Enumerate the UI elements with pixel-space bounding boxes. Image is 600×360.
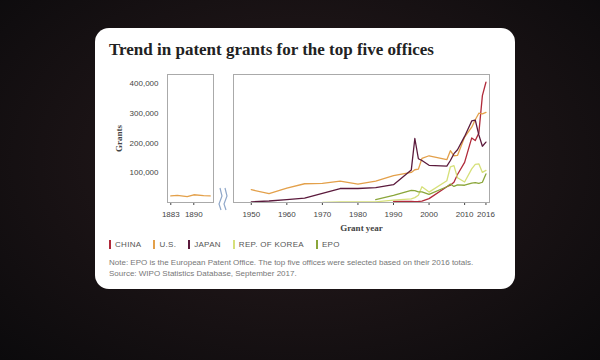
svg-text:2016: 2016 [477, 210, 495, 219]
html-text:CHINA: CHINA [115, 240, 142, 249]
html-text:U.S.: U.S. [159, 240, 177, 249]
html-text:EPO: EPO [322, 240, 340, 249]
svg-text:1950: 1950 [242, 210, 260, 219]
svg-text:1990: 1990 [385, 210, 403, 219]
svg-text:Grant year: Grant year [340, 223, 383, 233]
svg-text:2000: 2000 [420, 210, 438, 219]
svg-text:100,000: 100,000 [130, 168, 159, 177]
svg-text:Grants: Grants [114, 125, 124, 152]
svg-text:1883: 1883 [162, 210, 180, 219]
html-text:Source: WIPO Statistics Databa: Source: WIPO Statistics Database, Septem… [109, 269, 297, 278]
svg-text:400,000: 400,000 [130, 79, 159, 88]
html-text:Trend in patent grants for the: Trend in patent grants for the top five … [109, 40, 434, 59]
svg-text:300,000: 300,000 [130, 109, 159, 118]
svg-text:1980: 1980 [349, 210, 367, 219]
svg-text:1960: 1960 [278, 210, 296, 219]
svg-text:1890: 1890 [185, 210, 203, 219]
html-text:JAPAN: JAPAN [194, 240, 221, 249]
html-text:REP. OF KOREA: REP. OF KOREA [238, 240, 304, 249]
svg-text:1970: 1970 [313, 210, 331, 219]
svg-text:2010: 2010 [456, 210, 474, 219]
html-text:Note: EPO is the European Pate: Note: EPO is the European Patent Office.… [109, 258, 474, 267]
svg-text:200,000: 200,000 [130, 139, 159, 148]
